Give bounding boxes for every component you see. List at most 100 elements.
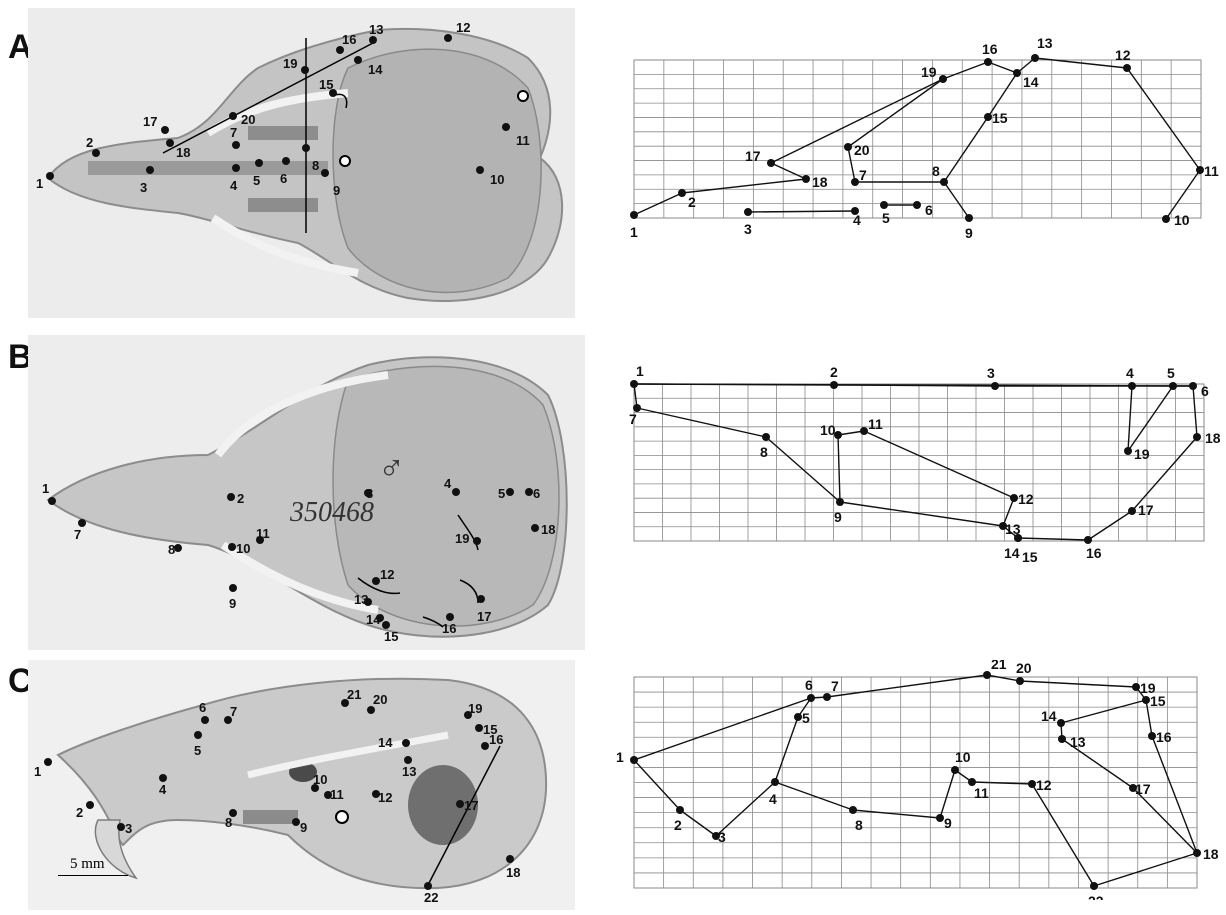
panel-a-photo-landmark-label-8: 8 [312,158,319,173]
panel-b-photo-landmark-label-15: 15 [384,629,398,644]
panel-b-photo-landmark-9 [229,584,237,592]
panel-b-grid-landmark-2 [830,381,838,389]
panel-c-photo-landmark-11 [324,791,332,799]
panel-b-grid-landmark-6 [1189,382,1197,390]
panel-c-photo-landmark-19 [464,711,472,719]
panel-b-photo-landmark-11 [256,536,264,544]
panel-b-grid-landmark-label-3: 3 [987,365,995,381]
grid-border [633,59,1202,219]
panel-c-photo-landmark-20 [367,706,375,714]
panel-a-photo-landmark-label-1: 1 [36,176,43,191]
panel-a-grid-landmark-label-8: 8 [932,163,940,179]
panel-b-photo-landmark-label-1: 1 [42,481,49,496]
panel-a-grid-landmark-16 [984,58,992,66]
grid-a-edge-2-18 [681,178,807,194]
panel-b-photo: 350468 ♂ 1 2 3 4 5 6 7 8 9 10 11 12 13 14 15 16 17 18 19 [28,335,585,650]
panel-a-photo-landmark-15 [329,89,337,97]
panel-c-grid-landmark-21 [983,671,991,679]
panel-c-photo-landmark-17 [456,800,464,808]
panel-b-photo-landmark-label-17: 17 [477,609,491,624]
grid-b-edge-9-10 [837,434,841,503]
panel-c-photo-landmark-label-10: 10 [313,772,327,787]
panel-c-grid-landmark-label-8: 8 [855,817,863,833]
panel-a-grid-landmark-7 [851,178,859,186]
grid-a-edge-11-10 [1165,169,1201,220]
panel-c-photo-landmark-21 [341,699,349,707]
grid-c-edge-18-22 [1093,852,1198,887]
panel-a-photo-landmark-19 [301,66,309,74]
panel-b-grid-landmark-17 [1128,507,1136,515]
grid-c-edge-15-14 [1060,699,1147,724]
panel-c-photo-landmark-label-21: 21 [347,687,361,702]
panel-a-grid-landmark-label-10: 10 [1174,212,1190,228]
panel-a-grid-landmark-label-11: 11 [1204,163,1219,179]
panel-c-grid-landmark-6 [807,694,815,702]
panel-a-grid-landmark-label-13: 13 [1037,35,1053,51]
panel-a-open-marker [517,90,529,102]
skull-b-zygomatic-upper [214,371,389,458]
grid-c-edge-1-2 [633,759,681,811]
panel-c-grid-landmark-label-2: 2 [674,817,682,833]
grid-c-edge-10-9 [939,769,956,819]
panel-a-photo-landmark-13 [369,36,377,44]
panel-a-grid-landmark-label-1: 1 [630,224,638,240]
panel-c-grid-landmark-1 [630,756,638,764]
panel-b-grid-landmark-label-16: 16 [1086,545,1102,561]
panel-b-grid-landmark-label-17: 17 [1138,502,1154,518]
panel-c-grid-landmark-label-3: 3 [718,829,726,845]
panel-b-photo-landmark-16 [446,613,454,621]
panel-c-photo-landmark-label-9: 9 [300,820,307,835]
panel-b-photo-landmark-label-19: 19 [455,531,469,546]
panel-c-photo-landmark-12 [372,790,380,798]
skull-a-molar-row-lower [248,198,318,212]
panel-b-grid-landmark-15 [1014,534,1022,542]
skull-a-zygomatic-upper [205,89,349,137]
panel-c-grid-landmark-label-7: 7 [831,678,839,694]
panel-a-grid-landmark-label-15: 15 [992,110,1008,126]
panel-a-measure-line-diagonal [162,42,374,154]
panel-b-grid-landmark-11 [860,427,868,435]
panel-c-photo-landmark-label-6: 6 [199,700,206,715]
panel-b-photo-landmark-13 [364,598,372,606]
panel-b-photo-landmark-label-2: 2 [237,491,244,506]
panel-b-grid-landmark-label-9: 9 [834,509,842,525]
panel-a-grid-landmark-label-16: 16 [982,41,998,57]
panel-b-photo-landmark-label-6: 6 [533,486,540,501]
panel-a-photo-landmark-label-9: 9 [333,183,340,198]
panel-b-photo-landmark-2 [227,493,235,501]
panel-a-grid-landmark-12 [1123,64,1131,72]
panel-b-grid-landmark-3 [991,382,999,390]
panel-c-photo-landmark-label-4: 4 [159,782,167,797]
panel-c-photo-landmark-15 [475,724,483,732]
panel-b-photo-landmark-label-18: 18 [541,522,555,537]
panel-a-photo-landmark-7 [232,141,240,149]
panel-a-photo-landmark-20 [229,112,237,120]
panel-b-photo-landmark-label-3: 3 [366,486,373,501]
panel-a-photo-landmark-9 [321,169,329,177]
grid-c-edge-22-12 [1031,783,1095,887]
grid-a-edge-13-12 [1034,57,1128,69]
skull-c-incisor [94,819,138,880]
panel-b-photo-landmark-label-12: 12 [380,567,394,582]
panel-a-grid-landmark-label-2: 2 [688,194,696,210]
panel-c-photo-landmark-label-3: 3 [125,821,132,836]
panel-a-photo-landmark-label-15: 15 [319,77,333,92]
panel-b-photo-landmark-label-10: 10 [236,541,250,556]
panel-a-grid-landmark-1 [630,211,638,219]
skull-b-arc-12 [357,577,401,595]
panel-a-photo-landmark-label-13: 13 [369,22,383,37]
panel-c-grid-landmark-label-4: 4 [769,791,777,807]
panel-b-photo-landmark-label-5: 5 [498,486,505,501]
panel-a-grid-landmark-label-17: 17 [745,148,761,164]
panel-a-photo: 1 2 3 4 5 6 7 8 9 10 11 12 13 14 15 16 17 18 19 20 [28,8,575,318]
panel-a-photo-landmark-label-5: 5 [253,173,260,188]
grid-c-edge-15-16 [1145,699,1153,737]
panel-b-grid-landmark-4 [1128,382,1136,390]
panel-a-grid-landmark-15 [984,113,992,121]
panel-a-photo-landmark-8 [302,144,310,152]
panel-b-grid-landmark-label-2: 2 [830,364,838,380]
panel-c-photo-landmark-8 [229,809,237,817]
panel-c-grid-landmark-7 [823,693,831,701]
